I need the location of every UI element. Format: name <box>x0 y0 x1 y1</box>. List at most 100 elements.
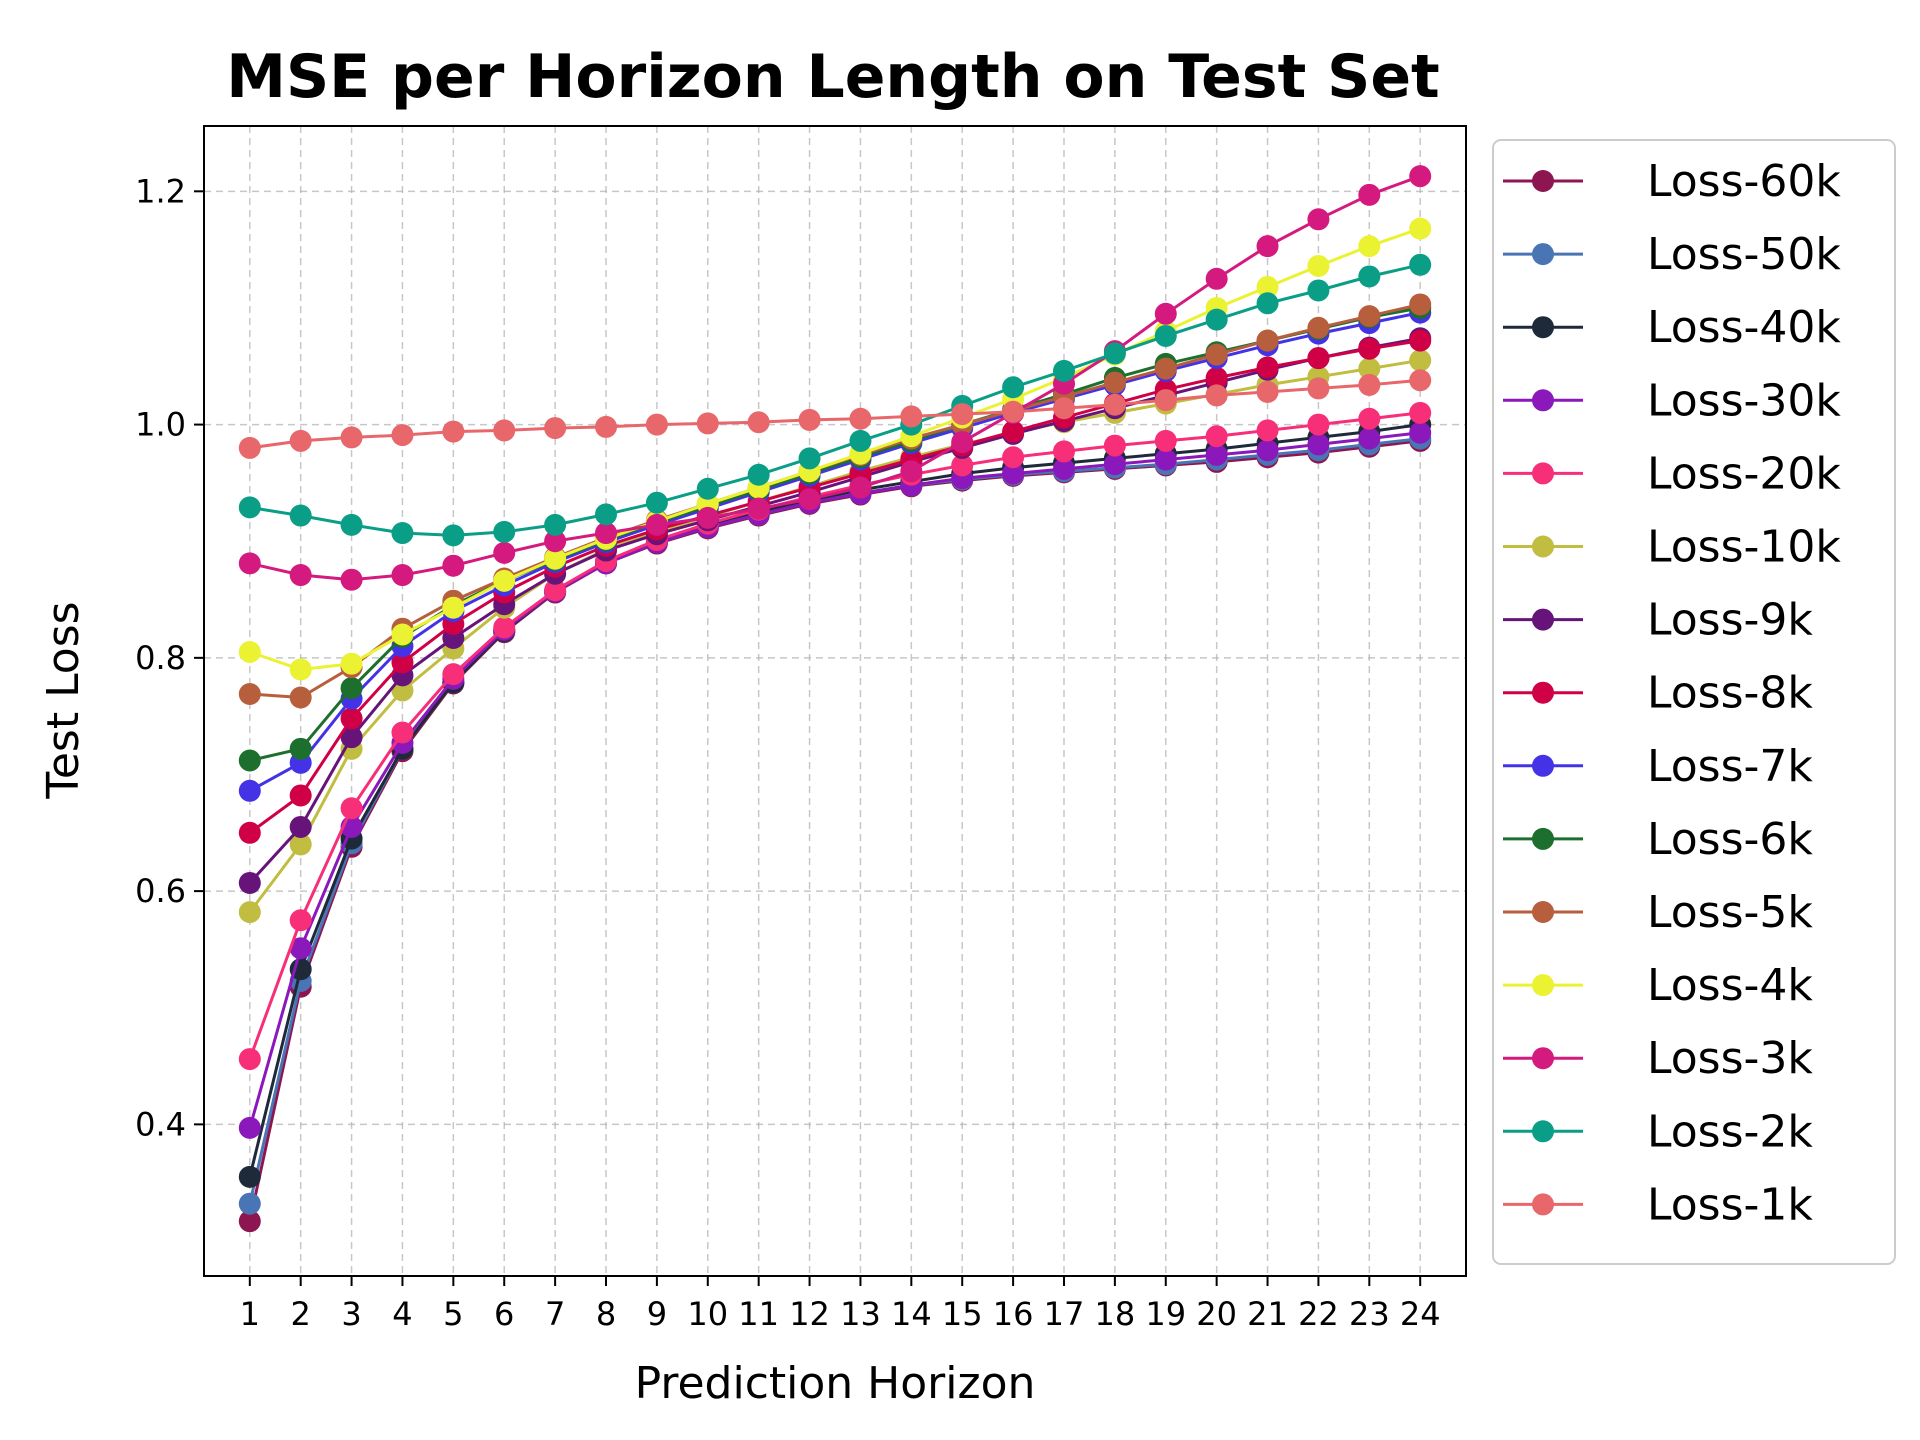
data-point <box>238 1116 261 1139</box>
x-tick-label: 14 <box>891 1295 932 1333</box>
data-point <box>544 530 567 553</box>
legend-item: Loss-20k <box>1503 448 1841 499</box>
chart-title: MSE per Horizon Length on Test Set <box>226 42 1439 112</box>
legend-item: Loss-60k <box>1503 156 1841 207</box>
legend-item: Loss-10k <box>1503 522 1841 573</box>
data-point <box>238 901 261 924</box>
y-axis-ticks: 0.4 0.6 0.8 1.0 1.2 <box>135 172 204 1143</box>
legend-label: Loss-3k <box>1647 1033 1813 1084</box>
data-point <box>1409 369 1432 392</box>
x-tick-label: 17 <box>1044 1295 1085 1333</box>
legend-marker <box>1532 827 1554 850</box>
data-point <box>849 429 872 452</box>
data-point <box>951 403 974 426</box>
data-point <box>595 522 618 545</box>
data-point <box>493 569 516 592</box>
data-point <box>493 616 516 639</box>
data-point <box>1256 439 1279 462</box>
data-point <box>1409 349 1432 372</box>
data-point <box>900 405 923 428</box>
legend-marker <box>1532 389 1554 412</box>
data-point <box>238 1165 261 1188</box>
data-point <box>900 460 923 483</box>
data-point <box>493 520 516 543</box>
data-point <box>1358 305 1381 328</box>
data-point <box>696 506 719 529</box>
legend-item: Loss-50k <box>1503 229 1841 280</box>
data-point <box>747 497 770 520</box>
x-tick-label: 4 <box>392 1295 412 1333</box>
y-tick-label: 0.6 <box>135 872 186 910</box>
data-point <box>1002 376 1025 399</box>
x-tick-label: 13 <box>840 1295 881 1333</box>
data-point <box>1358 407 1381 430</box>
data-point <box>1103 453 1126 476</box>
legend-label: Loss-50k <box>1647 229 1841 280</box>
data-point <box>1052 359 1075 382</box>
data-point <box>1154 448 1177 471</box>
data-point <box>1358 337 1381 360</box>
data-point <box>951 431 974 454</box>
data-point <box>1154 302 1177 325</box>
data-point <box>1409 329 1432 352</box>
legend-item: Loss-3k <box>1503 1033 1813 1084</box>
data-point <box>289 737 312 760</box>
data-point <box>595 503 618 526</box>
legend-item: Loss-7k <box>1503 741 1813 792</box>
legend-frame <box>1492 139 1896 1265</box>
data-point <box>1307 377 1330 400</box>
data-point <box>1358 235 1381 258</box>
data-point <box>289 686 312 709</box>
legend-label: Loss-7k <box>1647 741 1813 792</box>
data-point <box>1002 420 1025 443</box>
data-point <box>391 679 414 702</box>
legend-item: Loss-6k <box>1503 814 1813 865</box>
data-point <box>1154 357 1177 380</box>
x-tick-label: 1 <box>240 1295 260 1333</box>
legend-marker <box>1532 1120 1554 1143</box>
data-point <box>340 797 363 820</box>
data-point <box>238 496 261 519</box>
data-point <box>340 652 363 675</box>
data-point <box>1002 462 1025 485</box>
data-point <box>798 408 821 431</box>
legend-marker <box>1532 170 1554 192</box>
data-point <box>238 779 261 802</box>
data-point <box>289 504 312 527</box>
x-tick-label: 11 <box>738 1295 779 1333</box>
data-point <box>1307 347 1330 370</box>
data-point <box>1307 208 1330 231</box>
data-point <box>289 815 312 838</box>
data-point <box>747 463 770 486</box>
data-point <box>340 426 363 449</box>
data-point <box>645 513 668 536</box>
x-tick-label: 18 <box>1095 1295 1136 1333</box>
data-point <box>1307 433 1330 456</box>
data-point <box>1205 308 1228 331</box>
data-point <box>1256 292 1279 315</box>
plot-frame <box>203 125 1467 1277</box>
data-point <box>1358 373 1381 396</box>
data-point <box>1256 329 1279 352</box>
x-tick-label: 2 <box>291 1295 311 1333</box>
data-point <box>1307 254 1330 277</box>
data-point <box>289 909 312 932</box>
data-point <box>1409 421 1432 444</box>
x-tick-label: 22 <box>1298 1295 1339 1333</box>
data-point <box>340 513 363 536</box>
data-point <box>1205 343 1228 366</box>
data-point <box>645 491 668 514</box>
x-tick-label: 7 <box>545 1295 565 1333</box>
x-tick-label: 8 <box>596 1295 616 1333</box>
data-point <box>544 579 567 602</box>
legend-label: Loss-9k <box>1647 595 1813 646</box>
data-point <box>391 721 414 744</box>
data-point <box>289 833 312 856</box>
x-axis-label: Prediction Horizon <box>635 1358 1036 1409</box>
data-point <box>238 871 261 894</box>
data-point <box>1307 413 1330 436</box>
data-point <box>1256 419 1279 442</box>
data-point <box>238 1192 261 1215</box>
series-layer <box>238 165 1432 1233</box>
data-point <box>849 407 872 430</box>
